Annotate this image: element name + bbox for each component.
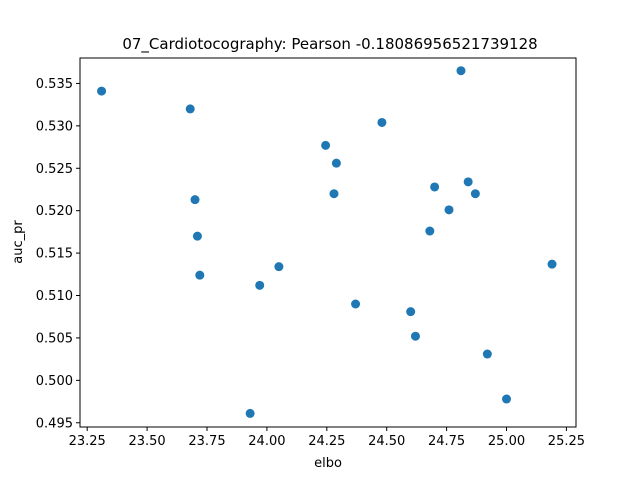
data-point [331, 158, 341, 168]
x-axis-label: elbo [314, 456, 342, 471]
data-point [406, 307, 416, 317]
y-tick-label: 0.530 [36, 119, 73, 134]
data-point [192, 231, 202, 241]
y-tick-label: 0.510 [36, 289, 73, 304]
chart-title: 07_Cardiotocography: Pearson -0.18086956… [122, 35, 537, 54]
data-point [456, 66, 466, 76]
y-tick-label: 0.525 [36, 162, 73, 177]
x-tick-label: 23.75 [188, 434, 225, 449]
x-tick-label: 23.25 [69, 434, 106, 449]
data-point [274, 262, 284, 272]
data-point [190, 195, 200, 205]
data-point [97, 86, 107, 96]
data-point [502, 394, 512, 404]
data-point [329, 189, 339, 199]
y-axis: 0.495 0.500 0.505 0.510 0.515 0.520 0.525 0.530… [36, 77, 80, 431]
x-tick-label: 24.00 [248, 434, 285, 449]
plot-frame [79, 57, 577, 428]
data-point [195, 270, 205, 280]
y-tick-label: 0.500 [36, 374, 73, 389]
data-point [463, 177, 473, 187]
x-tick-label: 25.25 [548, 434, 585, 449]
data-point [482, 349, 492, 359]
x-axis: 23.25 23.50 23.75 24.00 24.25 24.50 24.75 25.00… [69, 427, 585, 449]
x-tick-label: 25.00 [488, 434, 525, 449]
y-axis-label: auc_pr [11, 220, 26, 264]
x-tick-label: 24.75 [428, 434, 465, 449]
data-point [430, 182, 440, 192]
x-tick-label: 23.50 [128, 434, 165, 449]
plot-points [97, 66, 557, 418]
y-tick-label: 0.535 [36, 77, 73, 92]
x-tick-label: 24.25 [308, 434, 345, 449]
data-point [425, 226, 435, 236]
y-tick-label: 0.505 [36, 331, 73, 346]
data-point [444, 205, 454, 215]
data-point [245, 408, 255, 418]
y-tick-label: 0.515 [36, 247, 73, 262]
data-point [321, 140, 331, 150]
data-point [410, 331, 420, 341]
data-point [377, 117, 387, 127]
data-point [351, 299, 361, 309]
data-point [547, 259, 557, 269]
y-tick-label: 0.520 [36, 204, 73, 219]
y-tick-label: 0.495 [36, 416, 73, 431]
x-tick-label: 24.50 [368, 434, 405, 449]
data-point [470, 189, 480, 199]
data-point [255, 280, 265, 290]
data-point [185, 104, 195, 114]
